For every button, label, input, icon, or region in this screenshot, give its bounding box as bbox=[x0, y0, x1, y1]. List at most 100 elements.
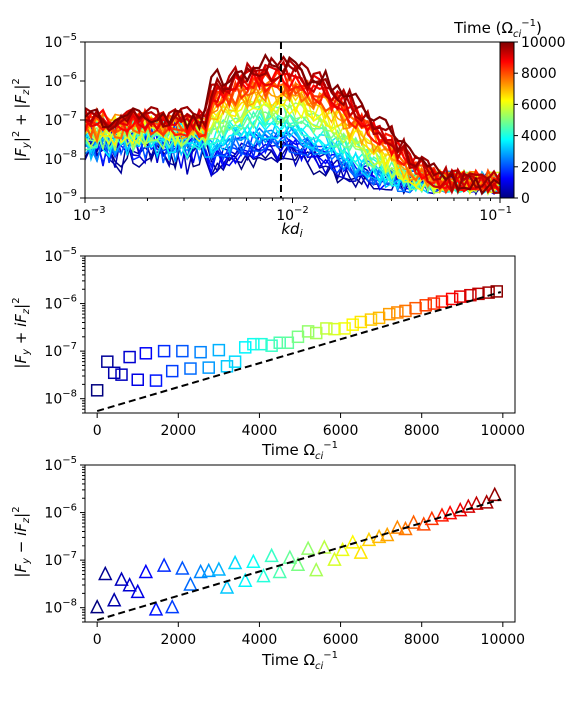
minus-y-tick-label: 10−5 bbox=[44, 455, 77, 474]
spectrum-panel: 10−3 10−2 10−1 10−9 10−8 10−7 10−6 10−5 kdi |Fy… bbox=[11, 32, 512, 240]
spectrum-series-line bbox=[85, 52, 500, 196]
colorbar-tick-label: 4000 bbox=[521, 129, 557, 145]
spectrum-ticks: 10−3 10−2 10−1 10−9 10−8 10−7 10−6 10−5 bbox=[44, 32, 512, 224]
minus-point bbox=[390, 519, 405, 534]
minus-point bbox=[193, 563, 208, 579]
plus-x-tick-label: 0 bbox=[93, 423, 102, 439]
plus-point bbox=[139, 347, 153, 360]
spectrum-x-tick-label: 10−1 bbox=[479, 205, 512, 224]
minus-markers bbox=[89, 486, 502, 616]
plus-point bbox=[354, 315, 368, 329]
plus-y-tick-label: 10−7 bbox=[44, 341, 77, 360]
minus-point bbox=[406, 514, 421, 529]
minus-x-tick-label: 4000 bbox=[242, 632, 278, 648]
plus-x-tick-label: 8000 bbox=[404, 423, 440, 439]
minus-point bbox=[238, 572, 253, 587]
plus-point bbox=[90, 384, 104, 397]
plus-point bbox=[202, 361, 215, 374]
colorbar-tick-label: 0 bbox=[521, 191, 530, 207]
plus-point bbox=[301, 325, 315, 338]
plus-point bbox=[482, 286, 495, 299]
plus-point bbox=[320, 322, 333, 335]
plus-point bbox=[427, 297, 441, 310]
colorbar-ticks: 0 2000 4000 6000 8000 10000 bbox=[514, 35, 566, 207]
plus-point bbox=[247, 337, 260, 351]
spectrum-y-tick-label: 10−9 bbox=[44, 188, 77, 207]
plus-point bbox=[291, 330, 305, 344]
spectrum-y-tick-label: 10−8 bbox=[44, 149, 77, 168]
plus-point bbox=[328, 322, 341, 336]
minus-point bbox=[442, 504, 458, 520]
plus-point bbox=[101, 355, 114, 368]
plus-point bbox=[212, 343, 226, 357]
plus-point bbox=[338, 322, 351, 335]
plus-point bbox=[157, 344, 171, 358]
minus-y-axis-label: |Fy − iFz|2 bbox=[11, 506, 32, 577]
minus-point bbox=[256, 567, 271, 583]
spectrum-y-axis-label: |Fy|2 + |Fz|2 bbox=[11, 78, 32, 162]
plus-point bbox=[445, 292, 459, 306]
plus-point bbox=[238, 341, 252, 354]
plus-point bbox=[255, 337, 268, 351]
colorbar-tick-label: 10000 bbox=[521, 35, 566, 51]
plus-point bbox=[184, 362, 197, 375]
minus-x-tick-label: 8000 bbox=[404, 632, 440, 648]
plus-y-tick-label: 10−8 bbox=[44, 389, 77, 408]
colorbar-tick-label: 6000 bbox=[521, 97, 557, 113]
minus-point bbox=[219, 579, 235, 594]
minus-point bbox=[353, 544, 369, 559]
minus-point bbox=[138, 563, 154, 579]
minus-point bbox=[175, 560, 190, 575]
minus-point bbox=[201, 562, 216, 578]
spectrum-x-axis-label: kdi bbox=[281, 220, 302, 240]
minus-fit-line bbox=[96, 498, 502, 621]
plus-point bbox=[346, 318, 359, 331]
minus-ticks: 0 2000 4000 6000 8000 10000 10−8 10−7 10−6 10−5 bbox=[44, 455, 525, 648]
minus-point bbox=[130, 583, 145, 599]
plus-point bbox=[281, 336, 295, 349]
plus-x-tick-label: 2000 bbox=[160, 423, 196, 439]
minus-point bbox=[345, 534, 360, 549]
colorbar-tick-label: 8000 bbox=[521, 66, 557, 82]
minus-point bbox=[89, 599, 105, 614]
minus-y-tick-label: 10−6 bbox=[44, 503, 77, 522]
plus-y-tick-label: 10−6 bbox=[44, 294, 77, 313]
plus-point bbox=[176, 344, 189, 358]
plus-point bbox=[435, 295, 449, 308]
minus-point bbox=[148, 601, 164, 616]
plus-point bbox=[391, 306, 404, 319]
minus-point bbox=[434, 507, 450, 522]
minus-x-tick-label: 0 bbox=[93, 632, 102, 648]
plus-point bbox=[364, 313, 378, 326]
minus-point bbox=[122, 577, 137, 592]
spectrum-y-tick-label: 10−5 bbox=[44, 32, 77, 51]
plus-point bbox=[490, 285, 503, 298]
minus-x-axis-label: Time Ωci−1 bbox=[261, 650, 338, 672]
minus-x-tick-label: 6000 bbox=[323, 632, 359, 648]
minus-axes-frame bbox=[84, 464, 516, 623]
plus-point bbox=[273, 336, 286, 349]
minus-point bbox=[282, 549, 298, 564]
spectrum-series-line bbox=[85, 58, 500, 195]
colorbar-gradient bbox=[500, 42, 514, 198]
minus-point bbox=[290, 556, 306, 572]
plus-panel: 0 2000 4000 6000 8000 10000 10−8 10−7 10−6 10−5 T… bbox=[11, 246, 525, 462]
plus-x-tick-label: 6000 bbox=[323, 423, 359, 439]
plus-point bbox=[382, 307, 396, 321]
minus-point bbox=[327, 551, 342, 566]
plus-point bbox=[123, 350, 136, 364]
minus-point bbox=[487, 486, 502, 502]
plus-y-axis-label: |Fy + iFz|2 bbox=[11, 297, 32, 368]
minus-x-tick-label: 2000 bbox=[160, 632, 196, 648]
spectrum-y-tick-label: 10−6 bbox=[44, 71, 77, 90]
spectrum-y-tick-label: 10−7 bbox=[44, 110, 77, 129]
plus-point bbox=[309, 326, 323, 340]
spectrum-x-tick-label: 10−3 bbox=[73, 205, 106, 224]
minus-point bbox=[264, 547, 279, 563]
plus-point bbox=[265, 339, 278, 352]
spectrum-lines bbox=[85, 52, 500, 196]
plus-point bbox=[399, 304, 412, 318]
minus-point bbox=[106, 592, 122, 607]
minus-x-tick-label: 10000 bbox=[481, 632, 526, 648]
plus-ticks: 0 2000 4000 6000 8000 10000 10−8 10−7 10−6 10−5 bbox=[44, 246, 525, 439]
